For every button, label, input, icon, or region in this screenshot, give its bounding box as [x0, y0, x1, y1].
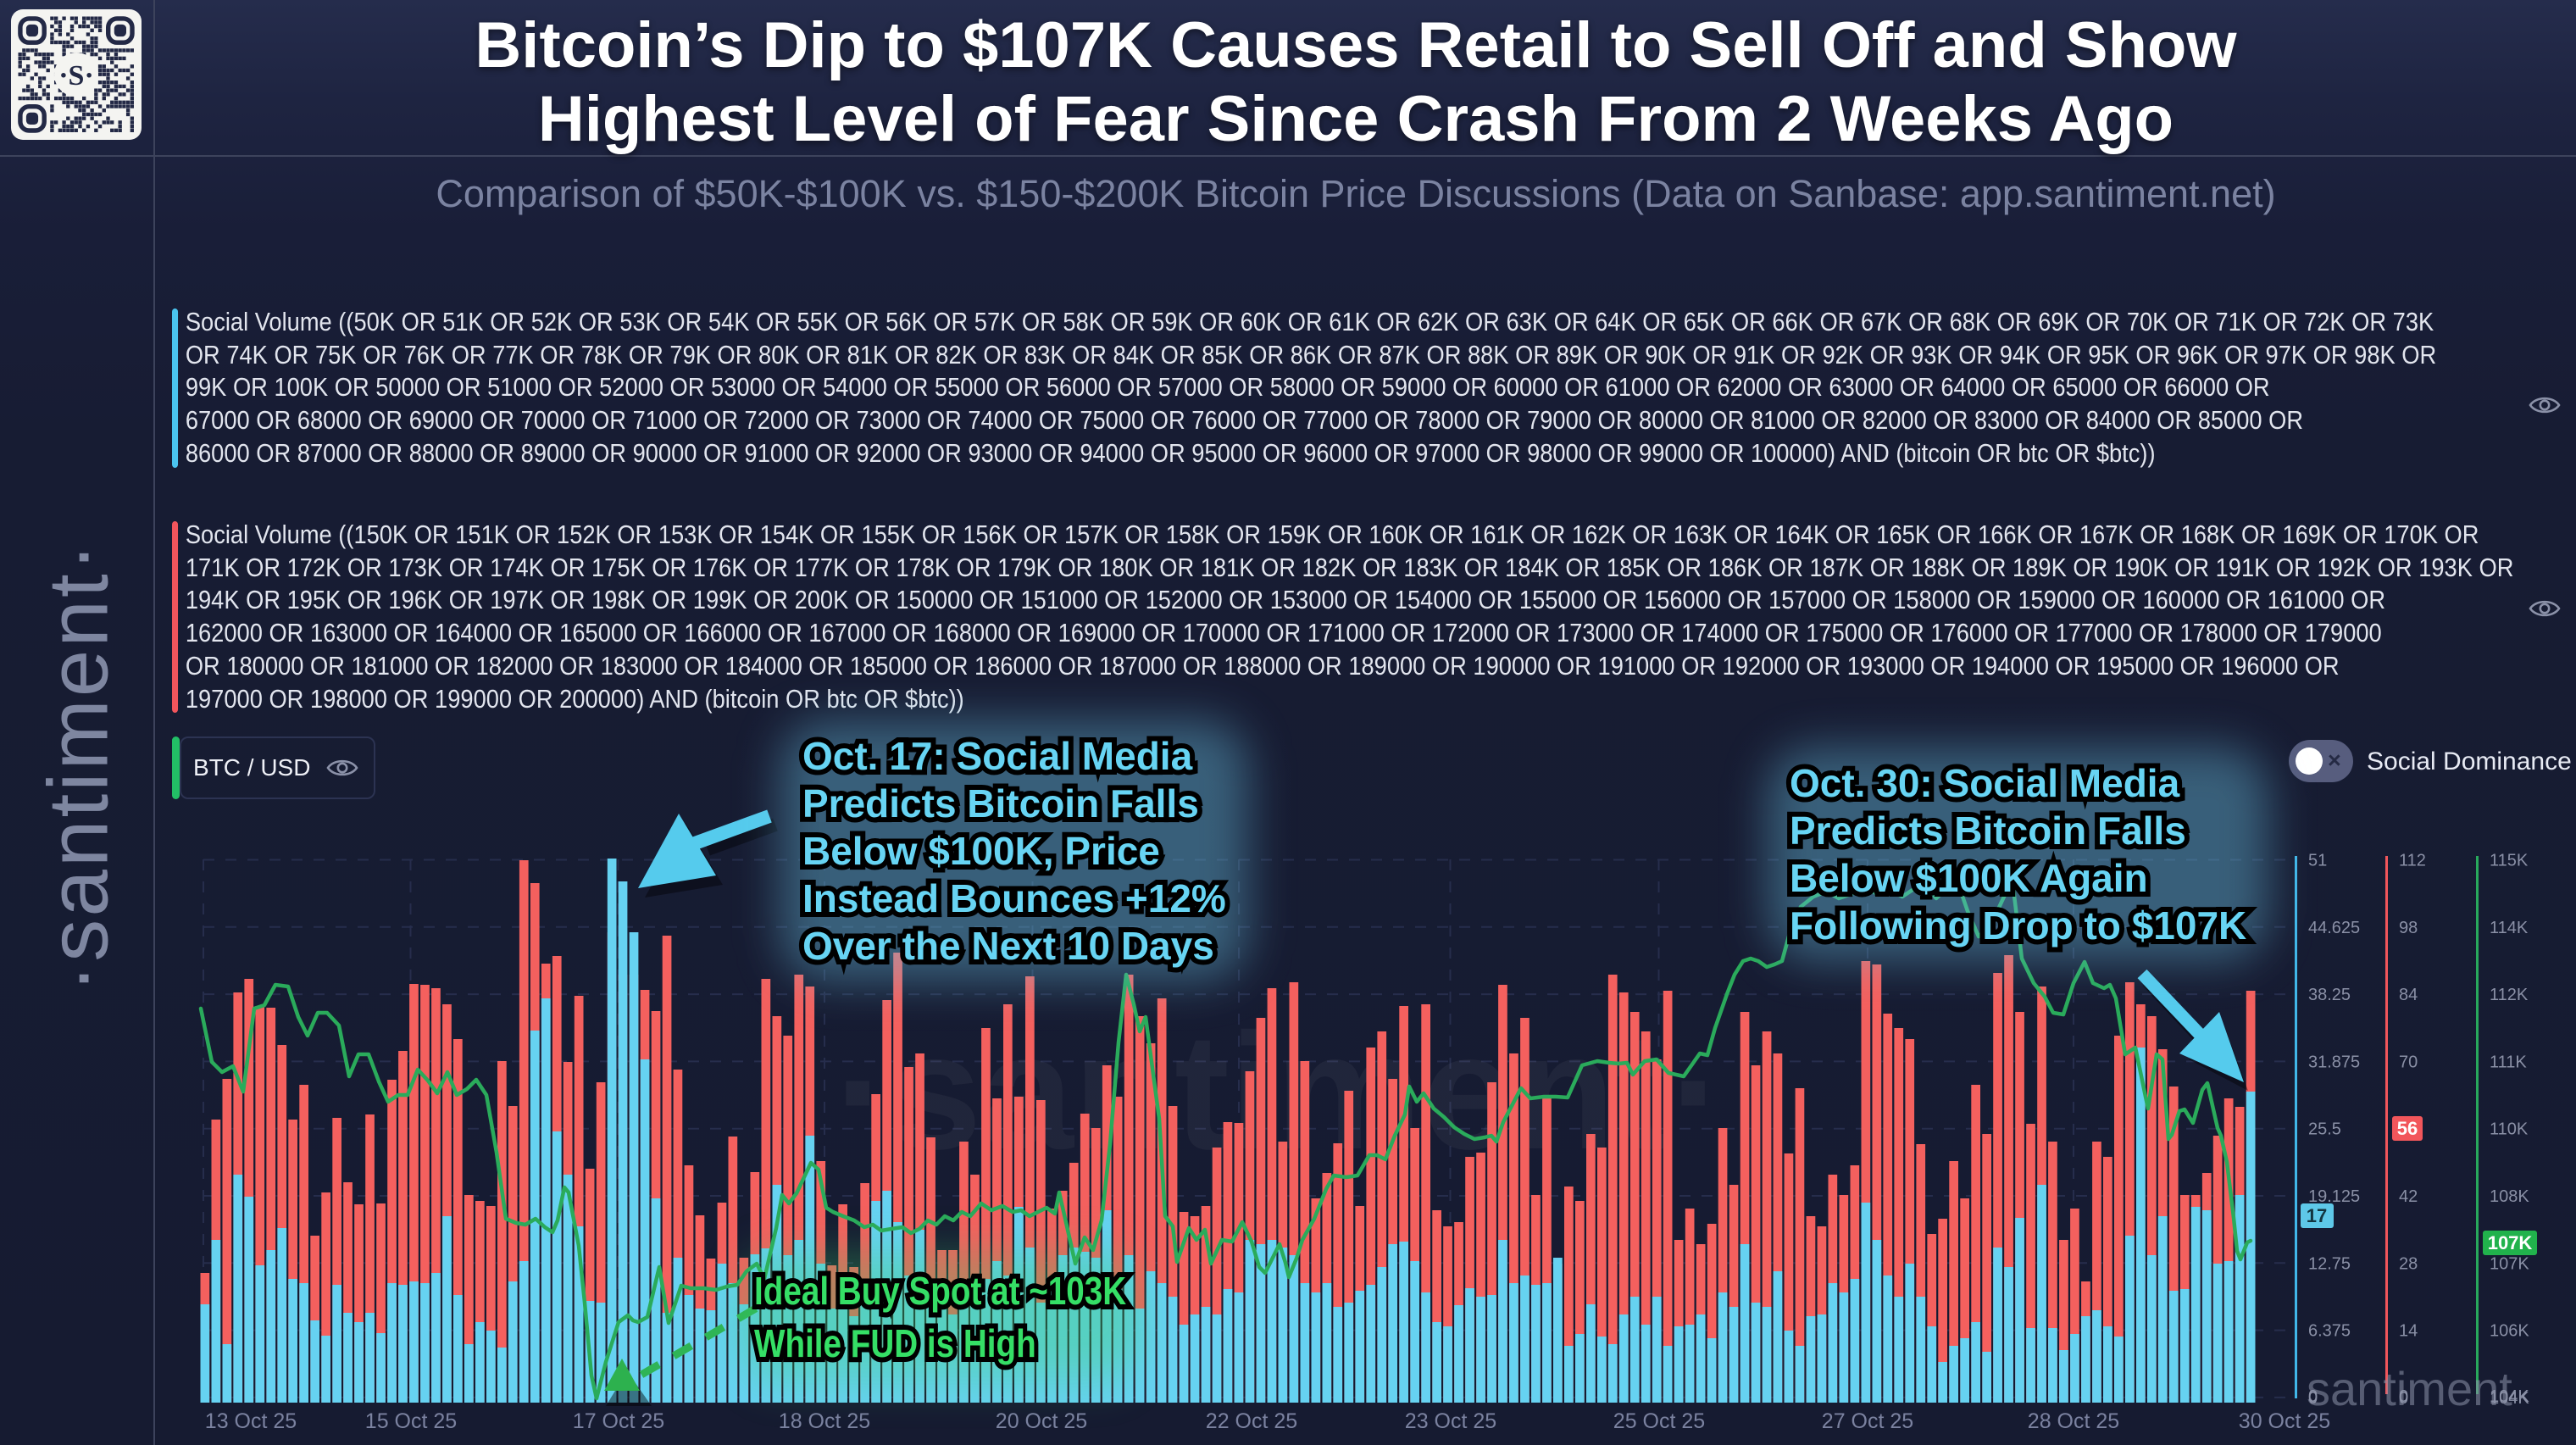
svg-text:30 Oct 25: 30 Oct 25: [2239, 1409, 2330, 1433]
svg-text:6.375: 6.375: [2308, 1322, 2351, 1341]
svg-text:31.875: 31.875: [2308, 1053, 2360, 1071]
svg-text:56: 56: [2397, 1118, 2418, 1139]
svg-text:14: 14: [2399, 1322, 2418, 1341]
svg-text:104K: 104K: [2490, 1389, 2529, 1408]
svg-text:108K: 108K: [2490, 1187, 2529, 1206]
svg-text:114K: 114K: [2490, 919, 2529, 937]
svg-text:28: 28: [2399, 1254, 2418, 1273]
svg-text:84: 84: [2399, 986, 2418, 1004]
svg-text:13 Oct 25: 13 Oct 25: [205, 1409, 297, 1433]
svg-text:44.625: 44.625: [2308, 919, 2360, 937]
svg-text:107K: 107K: [2488, 1232, 2533, 1253]
svg-text:115K: 115K: [2490, 852, 2529, 870]
svg-text:0: 0: [2308, 1387, 2318, 1406]
svg-text:28 Oct 25: 28 Oct 25: [2028, 1409, 2119, 1433]
svg-text:38.25: 38.25: [2308, 986, 2351, 1004]
svg-text:23 Oct 25: 23 Oct 25: [1405, 1409, 1496, 1433]
svg-text:70: 70: [2399, 1053, 2418, 1071]
svg-text:15 Oct 25: 15 Oct 25: [365, 1409, 457, 1433]
svg-text:santiment: santiment: [2307, 1362, 2512, 1415]
svg-text:25.5: 25.5: [2308, 1120, 2341, 1139]
svg-text:107K: 107K: [2490, 1254, 2529, 1273]
svg-text:104K: 104K: [2490, 1387, 2529, 1406]
svg-text:51: 51: [2308, 852, 2327, 870]
svg-text:98: 98: [2399, 919, 2418, 937]
svg-text:111K: 111K: [2490, 1053, 2527, 1071]
svg-text:17 Oct 25: 17 Oct 25: [573, 1409, 664, 1433]
svg-text:25 Oct 25: 25 Oct 25: [1613, 1409, 1705, 1433]
svg-text:27 Oct 25: 27 Oct 25: [1822, 1409, 1913, 1433]
svg-text:42: 42: [2399, 1187, 2418, 1206]
svg-text:17: 17: [2307, 1205, 2327, 1226]
svg-text:110K: 110K: [2490, 1120, 2529, 1139]
svg-text:0: 0: [2308, 1389, 2318, 1408]
svg-text:19.125: 19.125: [2308, 1187, 2360, 1206]
svg-text:18 Oct 25: 18 Oct 25: [779, 1409, 870, 1433]
svg-text:0: 0: [2399, 1389, 2408, 1408]
svg-text:0: 0: [2399, 1387, 2408, 1406]
svg-text:20 Oct 25: 20 Oct 25: [996, 1409, 1087, 1433]
svg-text:22 Oct 25: 22 Oct 25: [1206, 1409, 1297, 1433]
svg-text:112: 112: [2399, 852, 2426, 870]
svg-text:·S·: ·S·: [58, 60, 94, 92]
svg-text:112K: 112K: [2490, 986, 2529, 1004]
svg-text:12.75: 12.75: [2308, 1254, 2351, 1273]
svg-text:106K: 106K: [2490, 1322, 2529, 1341]
